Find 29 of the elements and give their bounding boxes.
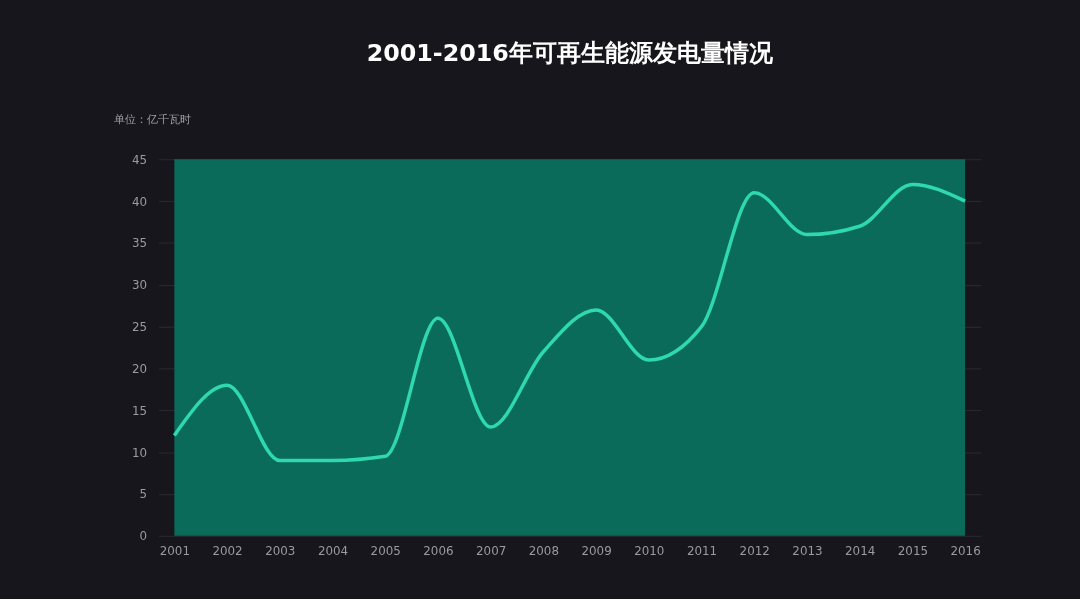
x-tick-label: 2010	[634, 544, 665, 559]
y-tick-label: 35	[132, 236, 148, 251]
line-series	[172, 182, 967, 463]
x-tick-label: 2016	[950, 544, 981, 559]
x-tick-label: 2009	[581, 544, 612, 559]
x-tick-label: 2012	[739, 544, 770, 559]
x-tick-label: 2006	[423, 544, 454, 559]
y-tick-label: 0	[139, 529, 148, 544]
y-tick-label: 25	[132, 320, 148, 335]
x-tick-label: 2002	[212, 544, 243, 559]
y-tick-label: 40	[132, 194, 148, 209]
x-tick-label: 2007	[476, 544, 507, 559]
x-tick-label: 2003	[265, 544, 296, 559]
x-tick-label: 2013	[792, 544, 823, 559]
x-tick-label: 2014	[845, 544, 876, 559]
x-tick-label: 2004	[317, 544, 349, 559]
y-tick-label: 45	[132, 152, 148, 167]
x-tick-label: 2001	[159, 544, 190, 559]
y-axis-title: 单位：亿千瓦时	[114, 113, 192, 127]
chart-title: 2001-2016年可再生能源发电量情况	[366, 39, 774, 68]
y-tick-label: 15	[132, 403, 148, 418]
x-tick-label: 2005	[370, 544, 401, 559]
y-tick-label: 10	[132, 445, 148, 460]
x-tick-label: 2015	[897, 544, 928, 559]
y-tick-label: 20	[132, 361, 148, 376]
y-tick-label: 5	[139, 487, 148, 502]
x-tick-label: 2011	[686, 544, 718, 559]
y-tick-label: 30	[132, 278, 148, 293]
x-tick-label: 2008	[528, 544, 559, 559]
